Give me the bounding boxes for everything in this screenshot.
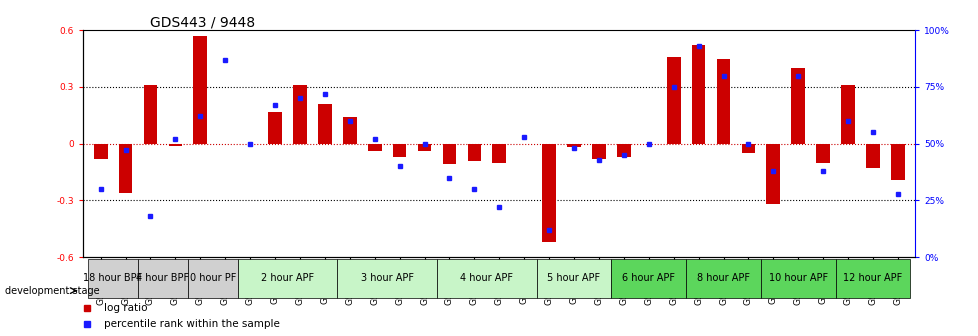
Bar bbox=[611, 259, 686, 298]
Text: log ratio: log ratio bbox=[104, 303, 148, 313]
Bar bbox=[566, 144, 580, 148]
Bar bbox=[318, 104, 332, 144]
Bar bbox=[268, 112, 282, 144]
Text: 18 hour BPF: 18 hour BPF bbox=[83, 272, 143, 283]
Bar bbox=[168, 144, 182, 145]
Bar bbox=[866, 144, 879, 168]
Bar bbox=[418, 144, 431, 151]
Bar bbox=[368, 144, 381, 151]
Bar bbox=[536, 259, 611, 298]
Text: 4 hour BPF: 4 hour BPF bbox=[136, 272, 190, 283]
Bar bbox=[138, 259, 188, 298]
Text: 3 hour APF: 3 hour APF bbox=[360, 272, 414, 283]
Bar bbox=[238, 259, 337, 298]
Text: 4 hour APF: 4 hour APF bbox=[460, 272, 512, 283]
Bar bbox=[118, 144, 132, 193]
Bar bbox=[616, 144, 630, 157]
Bar bbox=[442, 144, 456, 164]
Text: 10 hour APF: 10 hour APF bbox=[768, 272, 827, 283]
Text: GDS443 / 9448: GDS443 / 9448 bbox=[150, 15, 254, 29]
Text: development stage: development stage bbox=[5, 286, 100, 296]
Text: 2 hour APF: 2 hour APF bbox=[261, 272, 314, 283]
Text: percentile rank within the sample: percentile rank within the sample bbox=[104, 320, 280, 330]
Bar bbox=[691, 45, 705, 144]
Bar bbox=[790, 68, 804, 144]
Bar bbox=[88, 259, 138, 298]
Bar bbox=[392, 144, 406, 157]
Bar bbox=[835, 259, 910, 298]
Bar bbox=[666, 57, 680, 144]
Text: 0 hour PF: 0 hour PF bbox=[190, 272, 236, 283]
Bar bbox=[686, 259, 760, 298]
Bar bbox=[816, 144, 829, 163]
Bar bbox=[467, 144, 481, 161]
Bar bbox=[492, 144, 506, 163]
Bar bbox=[542, 144, 556, 242]
Text: 12 hour APF: 12 hour APF bbox=[842, 272, 902, 283]
Bar bbox=[144, 85, 157, 144]
Bar bbox=[716, 58, 730, 144]
Bar bbox=[436, 259, 536, 298]
Bar bbox=[592, 144, 605, 159]
Bar bbox=[840, 85, 854, 144]
Text: 5 hour APF: 5 hour APF bbox=[547, 272, 600, 283]
Bar bbox=[342, 117, 356, 144]
Bar bbox=[292, 85, 306, 144]
Bar bbox=[337, 259, 436, 298]
Text: 8 hour APF: 8 hour APF bbox=[696, 272, 749, 283]
Bar bbox=[188, 259, 238, 298]
Bar bbox=[94, 144, 108, 159]
Bar bbox=[766, 144, 779, 204]
Bar bbox=[194, 36, 207, 144]
Text: 6 hour APF: 6 hour APF bbox=[622, 272, 675, 283]
Bar bbox=[890, 144, 904, 179]
Bar bbox=[760, 259, 835, 298]
Bar bbox=[740, 144, 754, 153]
